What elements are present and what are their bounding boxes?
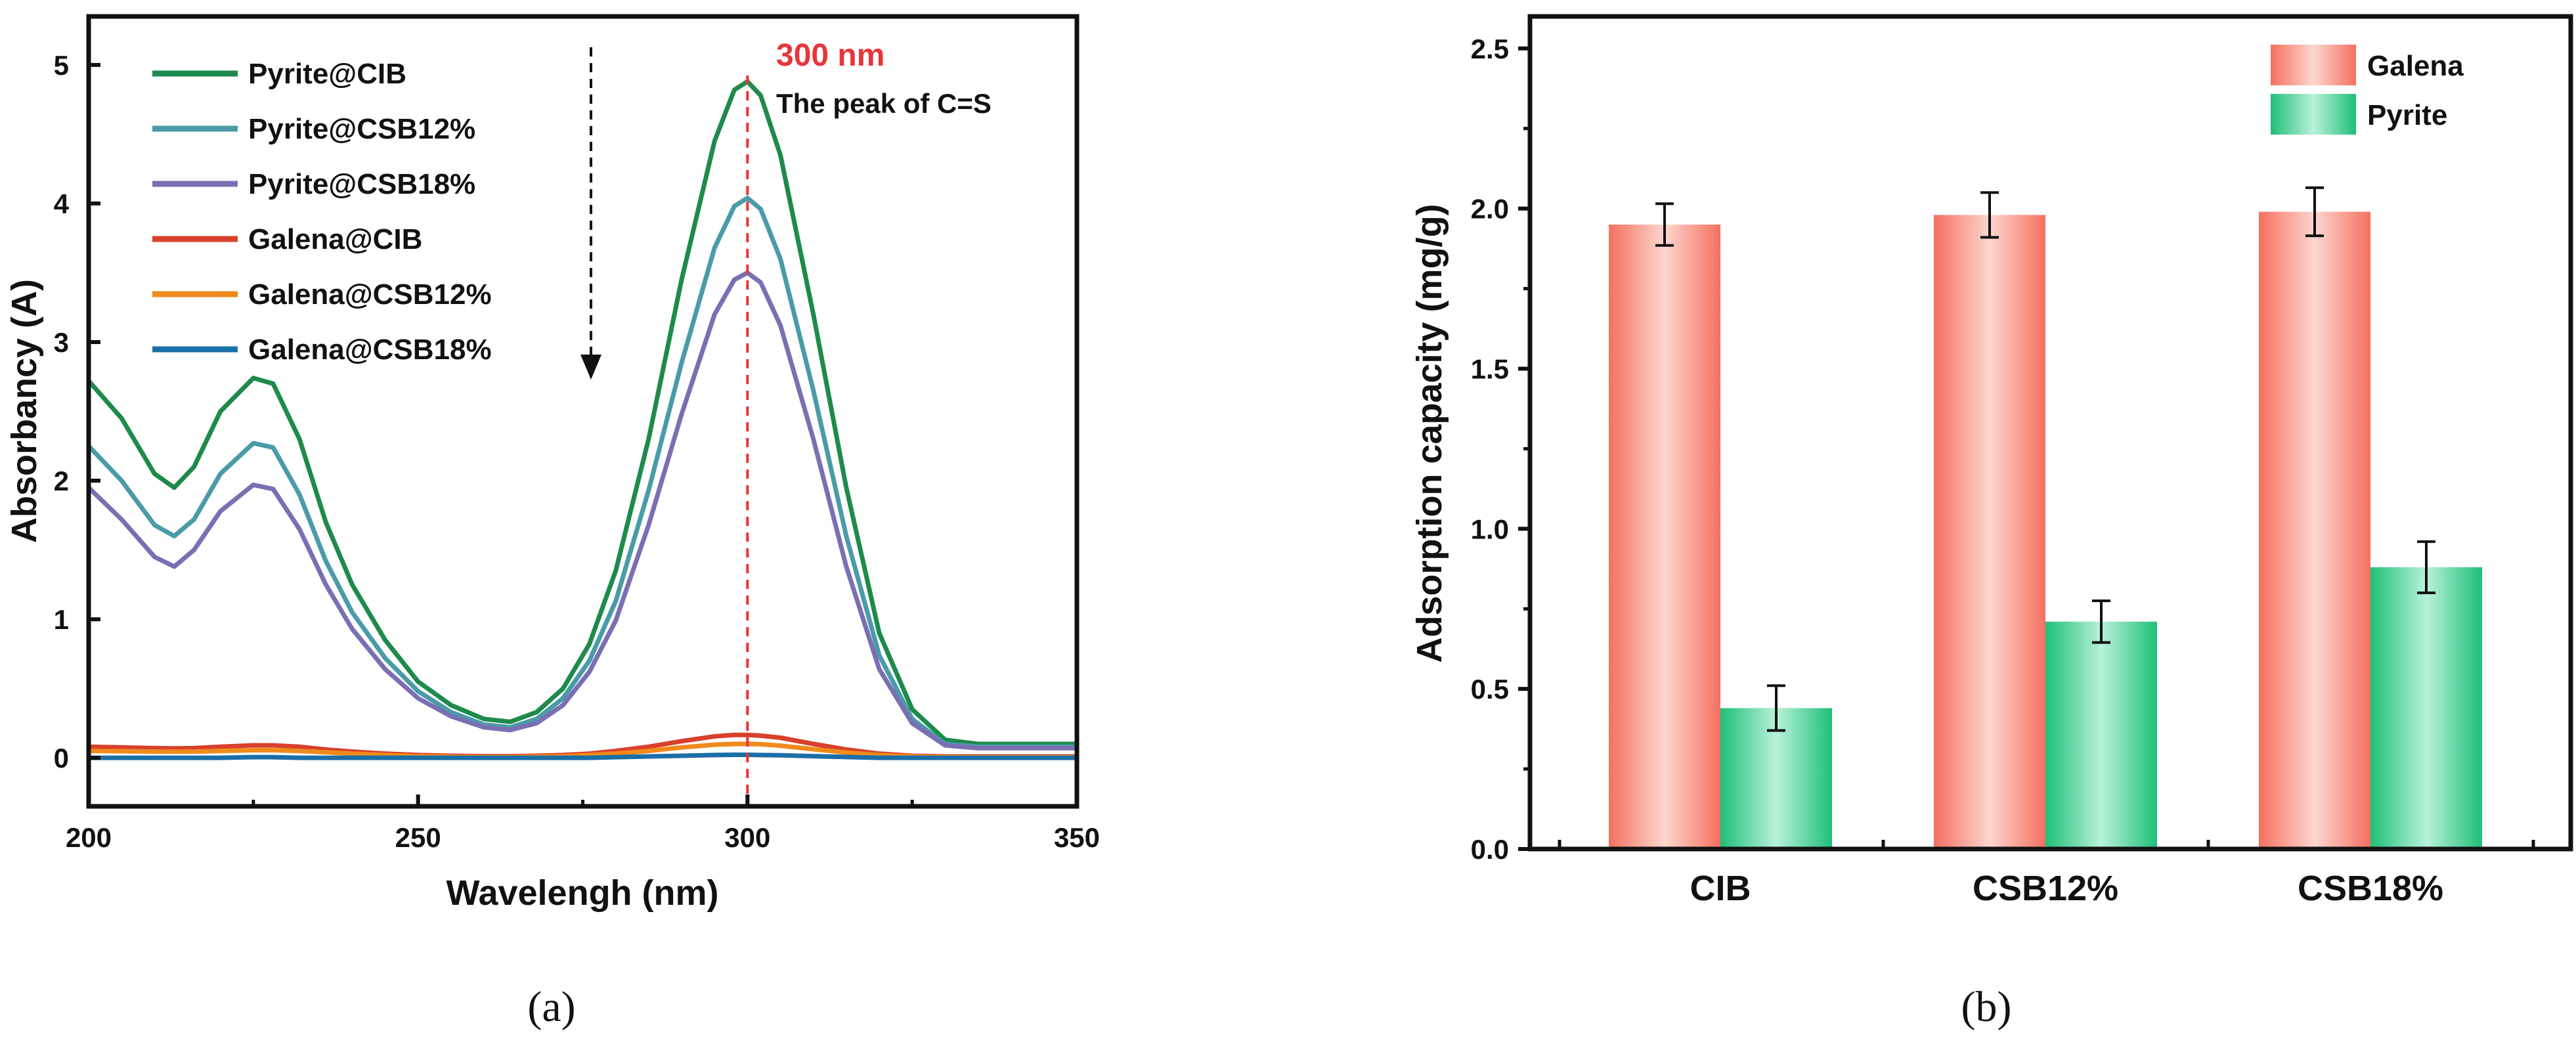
bar-Galena-CSB18%	[2259, 211, 2370, 849]
legend-label-Pyrite: Pyrite	[2367, 99, 2447, 131]
y-tick-label-2: 2	[54, 466, 69, 496]
legend-swatch-Pyrite	[2271, 94, 2356, 135]
y-tick-label-0.5: 0.5	[1471, 674, 1509, 705]
a-axis-ticks: 200 250 300 350 0 1 2 3 4 5	[54, 50, 1100, 853]
bar-Galena-CSB12%	[1934, 215, 2045, 849]
legend-swatch-Galena	[2271, 45, 2356, 85]
panel-a-line-chart: 300 nm The peak of C=S Pyrite@CIBPyrite@…	[5, 14, 1100, 1031]
b-axis-ticks: 0.0 0.5 1.0 1.5 2.0 2.5 CIB CSB12% CSB18%	[1471, 33, 2535, 908]
y-tick-label-0.0: 0.0	[1471, 834, 1509, 865]
decrease-arrow	[580, 47, 601, 380]
a-series-group	[87, 79, 1077, 760]
series-line-Pyrite@CSB12%	[87, 196, 1077, 749]
legend-label-Galena@CSB12%: Galena@CSB12%	[248, 278, 492, 311]
legend-label-Pyrite@CIB: Pyrite@CIB	[248, 58, 406, 90]
x-category-label-CIB: CIB	[1690, 869, 1751, 908]
y-tick-label-2.0: 2.0	[1471, 194, 1509, 225]
y-tick-label-4: 4	[54, 188, 70, 219]
x-category-label-CSB18%: CSB18%	[2298, 869, 2443, 908]
b-plot-frame	[1527, 14, 2573, 852]
a-plot-frame	[86, 14, 1080, 809]
panel-b-bar-chart: Galena Pyrite 0.0 0.5 1.0 1.5 2.0 2.5 CIB CSB12%…	[1410, 14, 2573, 1031]
b-y-axis-label: Adsorption capacity (mg/g)	[1410, 204, 1449, 663]
legend-label-Pyrite@CSB12%: Pyrite@CSB12%	[248, 113, 475, 145]
b-panel-caption: (b)	[1961, 983, 2012, 1031]
bar-Pyrite-CSB12%	[2045, 621, 2157, 849]
series-line-Pyrite@CIB	[87, 79, 1077, 747]
legend-label-Galena@CSB18%: Galena@CSB18%	[248, 334, 492, 366]
x-tick-label-300: 300	[724, 822, 770, 853]
y-tick-label-0: 0	[54, 743, 69, 774]
x-tick-label-200: 200	[66, 822, 112, 853]
y-tick-label-3: 3	[54, 327, 69, 358]
bar-Galena-CIB	[1609, 225, 1720, 849]
a-y-axis-label: Absorbancy (A)	[5, 279, 44, 543]
y-tick-label-2.5: 2.5	[1471, 33, 1509, 64]
a-panel-caption: (a)	[527, 983, 575, 1031]
a-x-axis-label: Wavelengh (nm)	[446, 873, 718, 913]
series-line-Pyrite@CSB18%	[87, 270, 1077, 751]
y-tick-label-1.0: 1.0	[1471, 513, 1509, 544]
series-line-Galena@CSB18%	[89, 752, 1077, 760]
y-tick-label-1: 1	[54, 604, 69, 635]
peak-label: 300 nm	[776, 38, 884, 73]
legend-label-Galena@CIB: Galena@CIB	[248, 223, 422, 255]
peak-note: The peak of C=S	[776, 88, 992, 119]
x-category-label-CSB12%: CSB12%	[1973, 869, 2118, 908]
x-tick-label-250: 250	[395, 822, 441, 853]
b-bars-group	[1609, 186, 2482, 849]
legend-label-Galena: Galena	[2367, 50, 2464, 82]
legend-label-Pyrite@CSB18%: Pyrite@CSB18%	[248, 168, 475, 200]
bar-Pyrite-CSB18%	[2370, 567, 2482, 849]
a-legend: Pyrite@CIB Pyrite@CSB12% Pyrite@CSB18% Gale…	[152, 58, 492, 366]
y-tick-label-5: 5	[54, 50, 69, 81]
b-legend: Galena Pyrite	[2271, 45, 2464, 135]
x-tick-label-350: 350	[1054, 822, 1100, 853]
y-tick-label-1.5: 1.5	[1471, 353, 1509, 384]
